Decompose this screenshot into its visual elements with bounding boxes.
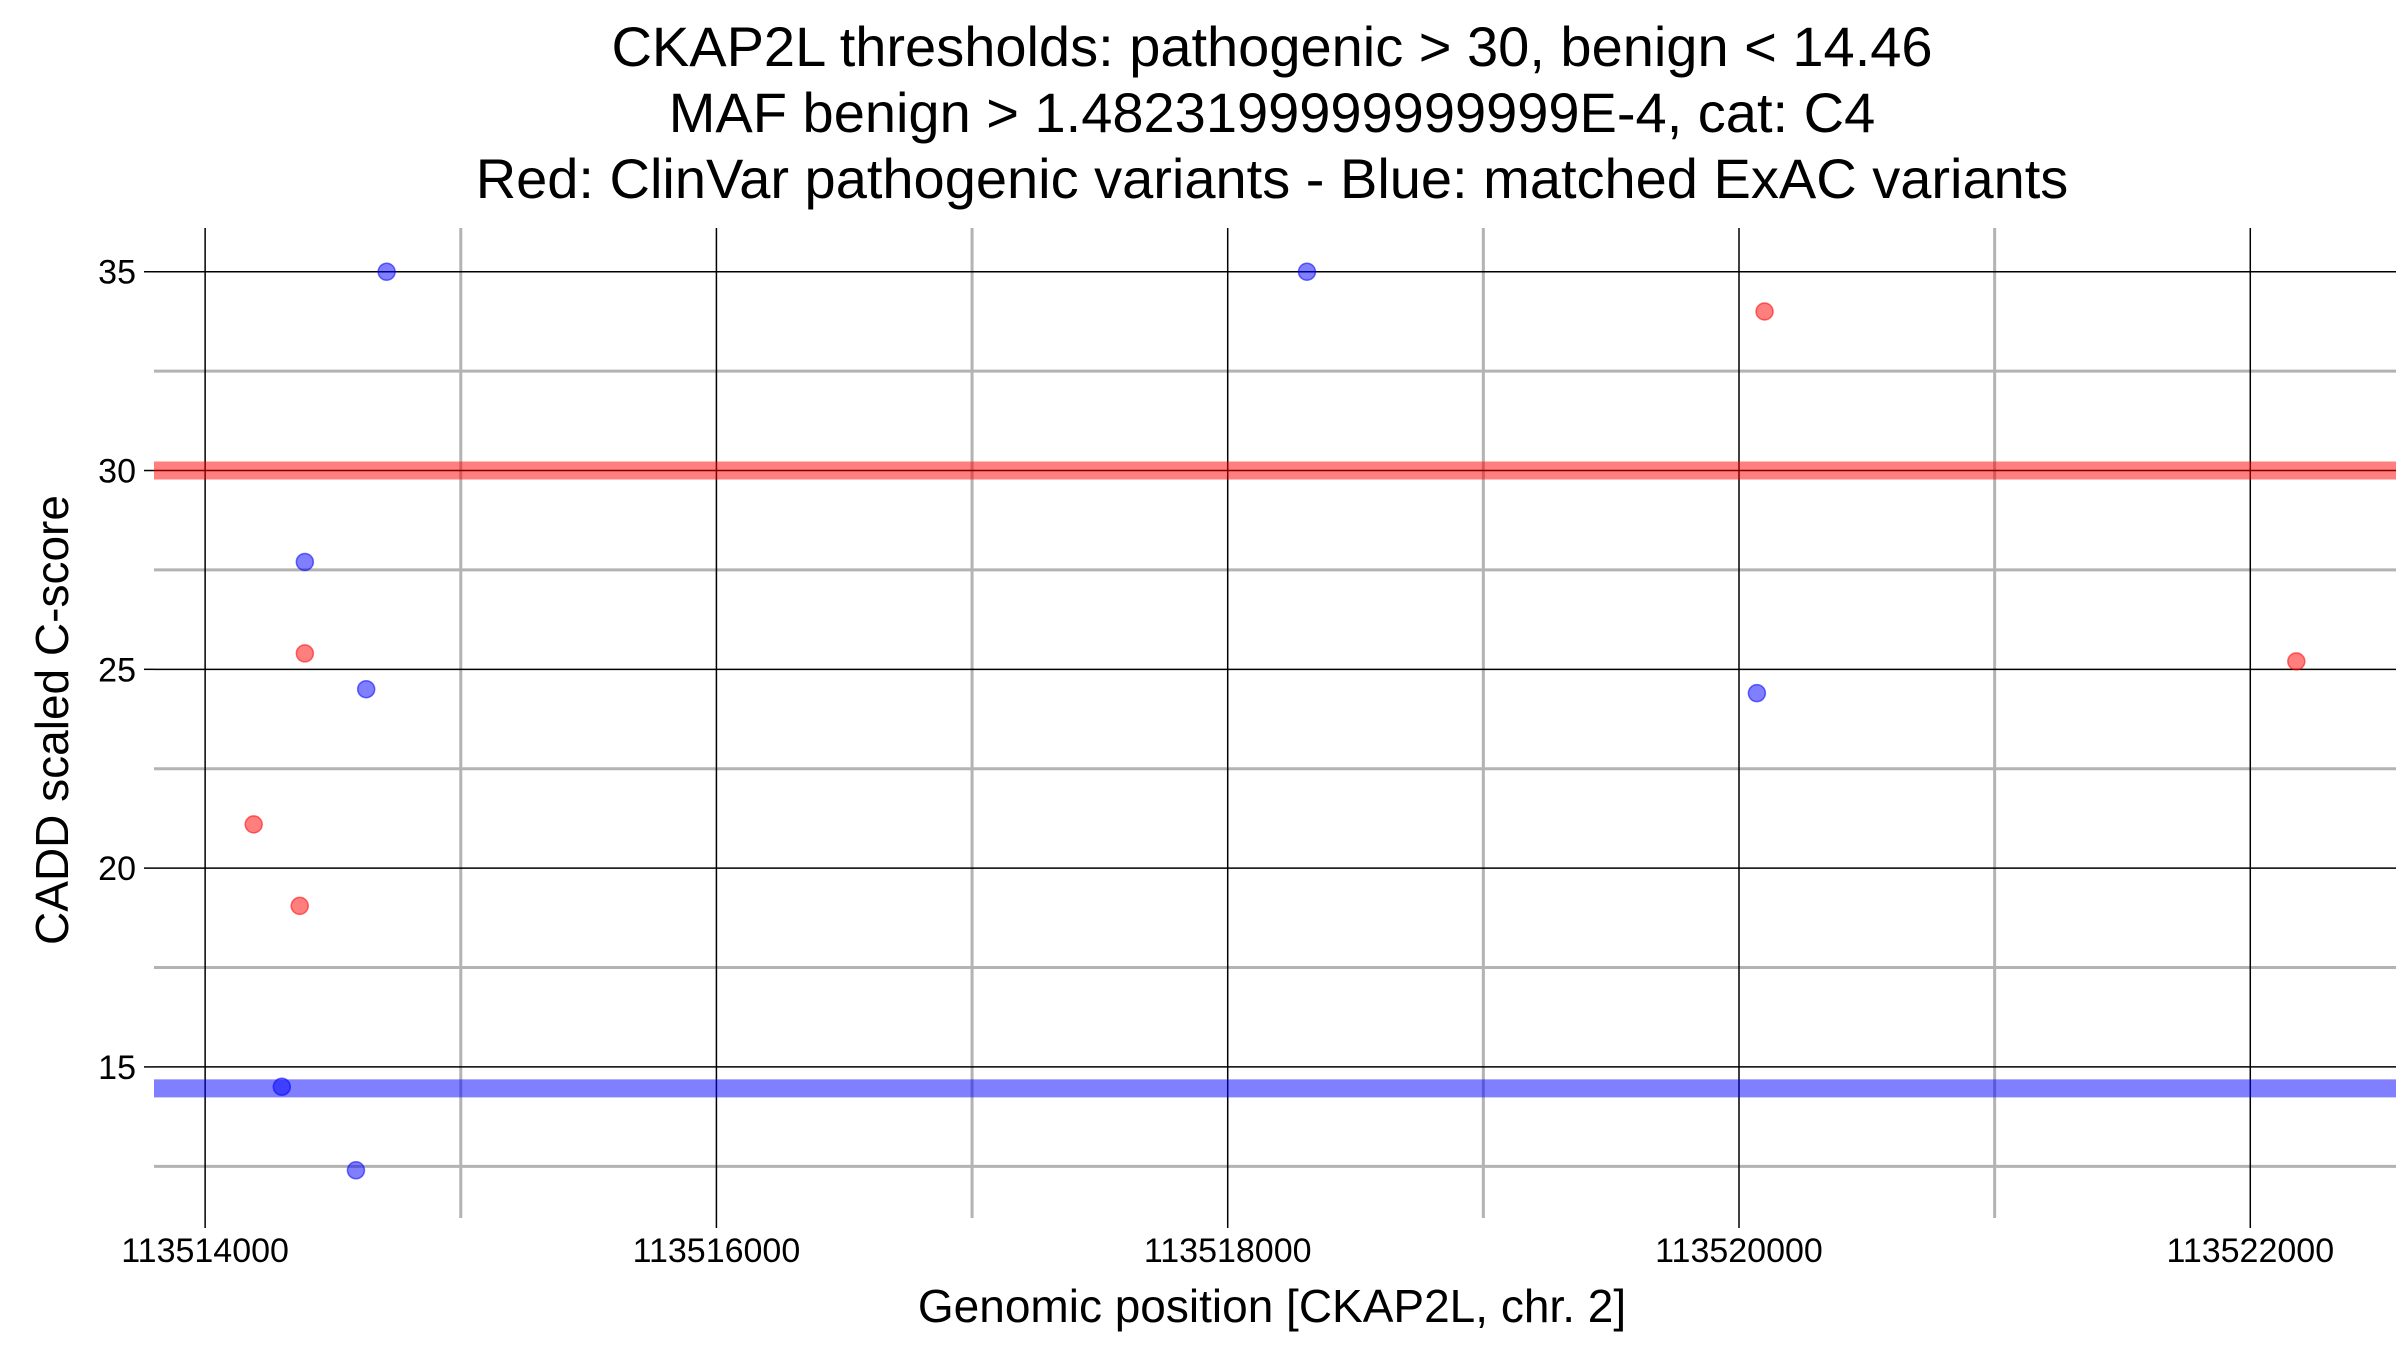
x-tick-label: 113514000 — [121, 1232, 289, 1270]
x-axis-ticks: 113514000 113516000 113518000 113520000 1135… — [121, 1218, 2334, 1270]
y-tick-label: 30 — [98, 453, 136, 491]
data-point — [346, 1161, 366, 1180]
data-point — [1297, 262, 1317, 281]
data-point — [1747, 683, 1767, 703]
data-point — [290, 896, 309, 916]
y-tick-label: 20 — [98, 850, 136, 888]
data-point — [295, 552, 315, 572]
y-axis-title: CADD scaled C-score — [26, 495, 78, 945]
threshold-lines — [154, 461, 2396, 1098]
data-point — [377, 262, 396, 281]
y-tick-label: 25 — [98, 651, 136, 689]
x-tick-label: 113516000 — [633, 1232, 801, 1270]
grid — [154, 228, 2396, 1218]
data-point — [356, 679, 376, 699]
x-axis-title: Genomic position [CKAP2L, chr. 2] — [918, 1280, 1626, 1332]
y-tick-label: 35 — [98, 254, 136, 292]
data-point — [295, 644, 315, 663]
data-point — [244, 815, 263, 834]
title-line-2: MAF benign > 1.4823199999999999E-4, cat:… — [669, 81, 1875, 144]
data-point — [1755, 302, 1774, 321]
title-line-1: CKAP2L thresholds: pathogenic > 30, beni… — [611, 15, 1932, 78]
chart-title: CKAP2L thresholds: pathogenic > 30, beni… — [476, 15, 2069, 210]
data-point — [272, 1077, 292, 1097]
x-tick-label: 113520000 — [1655, 1232, 1823, 1270]
x-tick-label: 113518000 — [1144, 1232, 1312, 1270]
data-point — [2287, 652, 2306, 671]
x-tick-label: 113522000 — [2166, 1232, 2334, 1270]
data-points — [244, 262, 2306, 1180]
y-axis-ticks: 15 20 25 30 35 — [98, 254, 154, 1087]
y-tick-label: 15 — [98, 1049, 136, 1087]
title-line-3: Red: ClinVar pathogenic variants - Blue:… — [476, 147, 2069, 210]
